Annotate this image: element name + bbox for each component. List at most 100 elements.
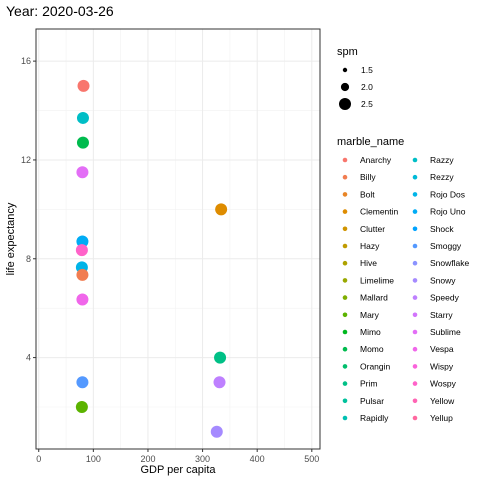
- color-legend-label: Prim: [360, 379, 377, 389]
- color-legend-key: [342, 209, 348, 214]
- color-legend-label: Rojo Dos: [430, 189, 465, 199]
- size-legend-label: 2.5: [361, 99, 373, 109]
- data-point: [214, 351, 227, 364]
- y-tick-label: 12: [21, 155, 31, 165]
- data-point: [215, 203, 228, 216]
- color-legend-label: Wispy: [430, 361, 454, 371]
- color-legend-key: [342, 364, 348, 369]
- color-legend-key: [342, 174, 348, 180]
- x-tick-label: 500: [304, 454, 319, 464]
- color-legend-key: [412, 157, 418, 163]
- color-legend-title: marble_name: [337, 136, 404, 148]
- color-legend-label: Anarchy: [360, 155, 392, 165]
- color-legend-key: [342, 415, 348, 421]
- data-point: [76, 235, 89, 248]
- color-legend-label: Vespa: [430, 344, 454, 354]
- color-legend-key: [342, 278, 348, 283]
- color-legend-label: Limelime: [360, 275, 394, 285]
- x-tick-label: 0: [36, 454, 41, 464]
- color-legend-key: [412, 415, 418, 421]
- x-tick-label: 400: [250, 454, 265, 464]
- data-point: [75, 401, 88, 413]
- color-legend-key: [412, 364, 418, 369]
- color-legend-label: Shock: [430, 224, 454, 234]
- data-point: [77, 79, 90, 92]
- color-legend-key: [342, 329, 348, 335]
- color-legend-key: [342, 381, 348, 386]
- data-points: [75, 79, 228, 438]
- color-legend-label: Sublime: [430, 327, 461, 337]
- color-legend-key: [412, 312, 418, 318]
- color-legend-key: [412, 346, 418, 352]
- grid-lines: [36, 29, 320, 449]
- color-legend-key: [412, 295, 418, 300]
- color-legend: marble_name Anarchy Billy Bolt Clementin Clu…: [337, 136, 469, 423]
- color-legend-label: Snowy: [430, 275, 456, 285]
- color-legend-label: Yellup: [430, 413, 453, 423]
- color-legend-label: Starry: [430, 310, 453, 320]
- color-legend-key: [412, 192, 418, 197]
- color-legend-label: Billy: [360, 172, 376, 182]
- data-point: [210, 425, 223, 438]
- color-legend-label: Mimo: [360, 327, 381, 337]
- data-point: [75, 244, 88, 257]
- color-legend-key: [342, 226, 348, 232]
- x-axis-ticks: 0 100 200 300 400 500: [36, 449, 319, 464]
- color-legend-key: [412, 174, 418, 180]
- y-tick-label: 8: [26, 254, 31, 264]
- y-axis-ticks: 4 8 12 16: [21, 56, 36, 363]
- color-legend-key: [342, 295, 348, 300]
- data-point: [76, 376, 89, 389]
- y-tick-label: 16: [21, 56, 31, 66]
- data-point: [213, 376, 226, 389]
- size-legend-title: spm: [337, 46, 358, 58]
- color-legend-label: Rojo Uno: [430, 207, 466, 217]
- color-legend-key: [342, 260, 348, 266]
- x-tick-label: 200: [140, 454, 155, 464]
- color-legend-label: Orangin: [360, 361, 391, 371]
- color-legend-key: [342, 312, 348, 318]
- color-legend-key: [412, 278, 418, 283]
- color-legend-key: [412, 381, 418, 386]
- color-legend-label: Yellow: [430, 396, 455, 406]
- y-axis-title: life expectancy: [5, 202, 17, 275]
- plot-panel: [35, 28, 321, 450]
- size-legend: spm 1.5 2.0 2.5: [337, 46, 373, 110]
- color-legend-label: Rapidly: [360, 413, 389, 423]
- y-tick-label: 4: [26, 353, 31, 363]
- chart-title: Year: 2020-03-26: [6, 3, 114, 19]
- color-legend-label: Speedy: [430, 293, 460, 303]
- color-legend-key: [412, 398, 418, 404]
- color-legend-key: [412, 209, 418, 214]
- x-axis-title: GDP per capita: [140, 464, 216, 476]
- color-legend-key: [342, 157, 348, 163]
- color-legend-label: Bolt: [360, 189, 375, 199]
- color-legend-label: Clutter: [360, 224, 385, 234]
- data-point: [76, 166, 89, 179]
- color-legend-key: [342, 346, 348, 352]
- color-legend-label: Mallard: [360, 293, 388, 303]
- color-legend-label: Pulsar: [360, 396, 384, 406]
- color-legend-key: [412, 329, 418, 335]
- color-legend-label: Smoggy: [430, 241, 462, 251]
- color-legend-key: [342, 192, 348, 197]
- color-legend-label: Rezzy: [430, 172, 454, 182]
- color-legend-label: Momo: [360, 344, 384, 354]
- color-legend-label: Snowflake: [430, 258, 469, 268]
- color-legend-label: Clementin: [360, 207, 399, 217]
- color-legend-key: [412, 226, 418, 232]
- x-tick-label: 300: [195, 454, 210, 464]
- color-legend-label: Mary: [360, 310, 380, 320]
- color-legend-label: Razzy: [430, 155, 454, 165]
- color-legend-label: Hive: [360, 258, 377, 268]
- size-legend-label: 2.0: [361, 82, 373, 92]
- data-point: [76, 111, 89, 124]
- size-legend-label: 1.5: [361, 65, 373, 75]
- color-legend-label: Hazy: [360, 241, 380, 251]
- color-legend-key: [412, 243, 418, 249]
- data-point: [76, 293, 89, 306]
- data-point: [76, 268, 89, 281]
- color-legend-key: [342, 243, 348, 249]
- color-legend-label: Wospy: [430, 379, 457, 389]
